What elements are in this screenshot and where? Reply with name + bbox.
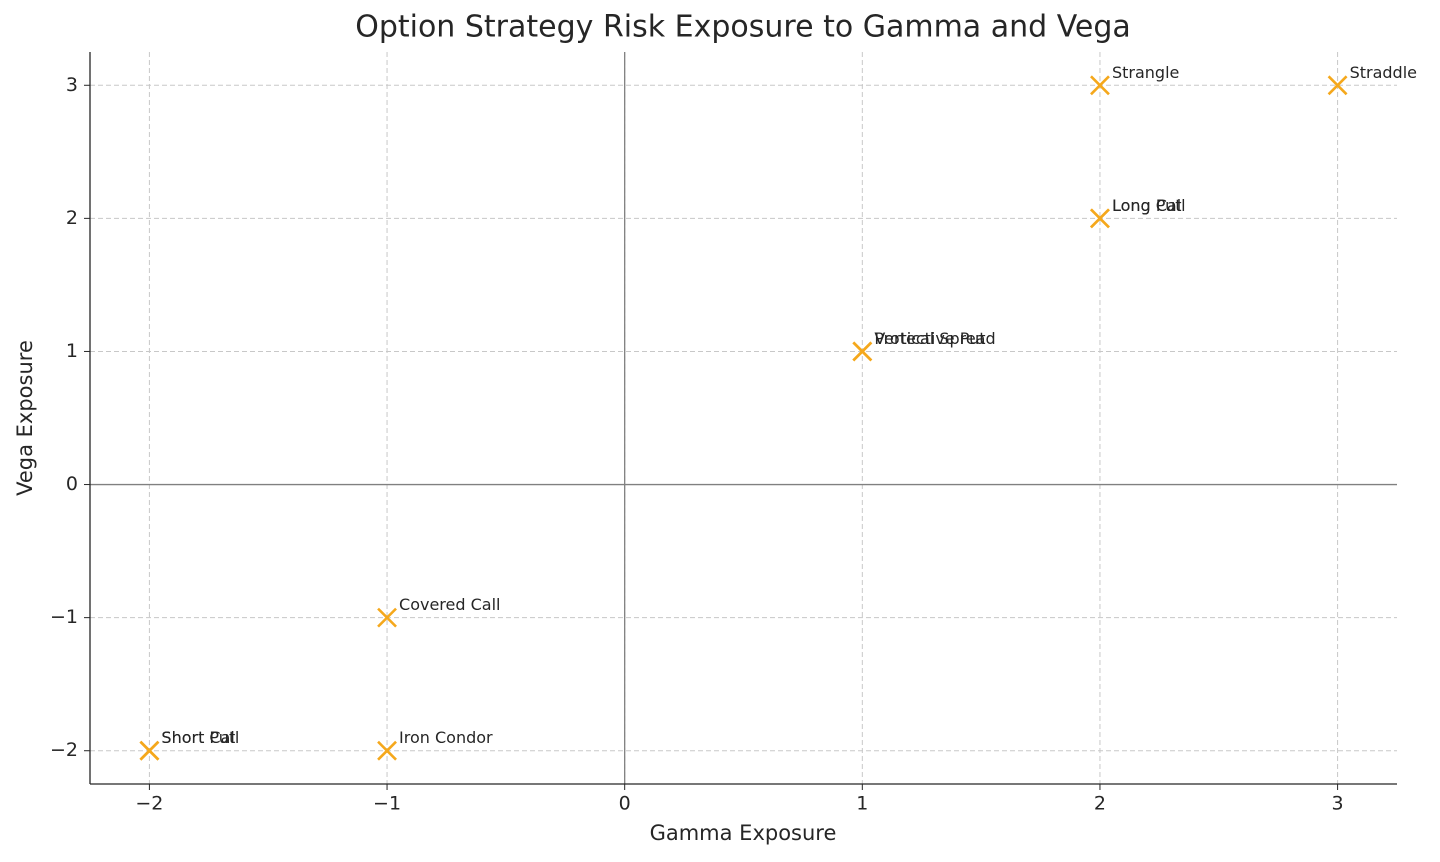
point-label: Long Put (1112, 196, 1182, 215)
y-tick-label: 3 (66, 74, 78, 96)
x-tick-label: −1 (373, 793, 401, 815)
point (377, 607, 397, 628)
point-label: Straddle (1350, 63, 1417, 82)
point-label: Long Call (1112, 196, 1186, 215)
point (1327, 75, 1348, 96)
point (852, 341, 873, 362)
y-tick-label: 2 (66, 207, 78, 229)
point-label: Short Put (161, 728, 235, 747)
y-tick-label: 0 (66, 473, 78, 495)
point (1090, 75, 1110, 96)
point-label: Vertical Spread (874, 329, 995, 348)
x-tick-label: 3 (1332, 793, 1344, 815)
y-tick-label: 1 (66, 340, 78, 362)
x-axis-label: Gamma Exposure (650, 821, 837, 845)
y-axis-label: Vega Exposure (13, 340, 37, 496)
point-label: Protective Put (874, 329, 985, 348)
point-label: Iron Condor (399, 728, 493, 747)
point-label: Strangle (1112, 63, 1179, 82)
x-tick-label: 1 (856, 793, 868, 815)
point-label: Covered Call (399, 595, 500, 614)
x-tick-label: −2 (135, 793, 163, 815)
point (377, 740, 397, 761)
x-tick-label: 2 (1094, 793, 1106, 815)
x-tick-label: 0 (619, 793, 631, 815)
y-tick-label: −1 (50, 606, 78, 628)
chart-title: Option Strategy Risk Exposure to Gamma a… (355, 10, 1131, 45)
point (139, 740, 160, 761)
y-tick-label: −2 (50, 739, 78, 761)
point-label: Short Call (161, 728, 239, 747)
point (1090, 208, 1110, 229)
